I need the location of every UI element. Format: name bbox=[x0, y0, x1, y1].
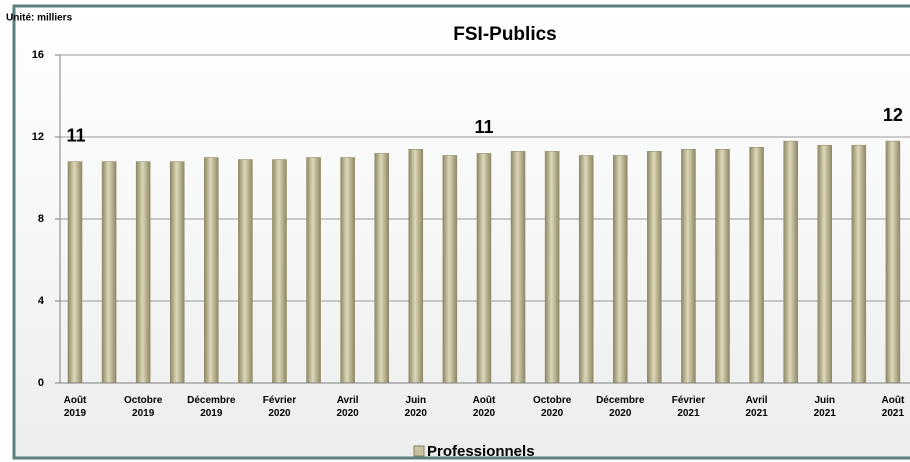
bar bbox=[783, 140, 798, 384]
x-tick-label: Février 2021 bbox=[671, 395, 706, 419]
bar bbox=[510, 151, 526, 384]
bar bbox=[272, 159, 287, 384]
x-tick-label: Juin 2021 bbox=[813, 395, 836, 419]
bar bbox=[340, 157, 355, 384]
unit-label: Unité: milliers bbox=[6, 13, 73, 24]
bar bbox=[169, 161, 185, 384]
legend-label: Professionnels bbox=[427, 443, 535, 460]
x-tick-label: Octobre 2020 bbox=[532, 395, 572, 419]
x-tick-label: Août 2019 bbox=[63, 395, 87, 419]
data-label: 11 bbox=[66, 125, 85, 145]
legend-swatch bbox=[413, 445, 425, 457]
bar bbox=[544, 151, 560, 384]
bar bbox=[204, 157, 219, 384]
bar bbox=[476, 153, 492, 384]
x-tick-label: Décembre 2020 bbox=[596, 395, 645, 419]
bar bbox=[749, 147, 764, 384]
bar bbox=[408, 149, 424, 384]
bar bbox=[885, 140, 901, 384]
y-tick-label: 0 bbox=[38, 377, 44, 389]
bar bbox=[306, 157, 321, 384]
bar bbox=[135, 161, 151, 384]
x-tick-label: Juin 2020 bbox=[404, 395, 427, 419]
bar bbox=[851, 144, 867, 384]
bar bbox=[613, 155, 628, 384]
bar bbox=[647, 151, 662, 384]
x-tick-label: Février 2020 bbox=[262, 395, 297, 419]
bar bbox=[101, 161, 117, 384]
x-tick-label: Décembre 2019 bbox=[187, 395, 236, 419]
y-tick-label: 4 bbox=[38, 295, 45, 307]
x-tick-label: Octobre 2019 bbox=[123, 395, 163, 419]
bar bbox=[67, 161, 83, 384]
y-tick-label: 12 bbox=[32, 131, 44, 143]
bar bbox=[578, 155, 594, 384]
bar bbox=[681, 149, 696, 384]
bar bbox=[817, 144, 833, 384]
x-tick-label: Août 2021 bbox=[881, 395, 905, 419]
y-tick-label: 8 bbox=[38, 213, 44, 225]
bar bbox=[374, 153, 389, 384]
data-label: 12 bbox=[883, 105, 903, 125]
bar bbox=[238, 159, 253, 384]
bar bbox=[715, 149, 730, 384]
x-tick-label: Août 2020 bbox=[472, 395, 496, 419]
bar bbox=[442, 155, 458, 384]
y-tick-label: 16 bbox=[32, 49, 44, 61]
x-tick-label: Avril 2020 bbox=[336, 395, 359, 419]
data-label: 11 bbox=[474, 117, 493, 137]
chart-title: FSI-Publics bbox=[453, 24, 556, 45]
x-tick-label: Avril 2021 bbox=[745, 395, 768, 419]
